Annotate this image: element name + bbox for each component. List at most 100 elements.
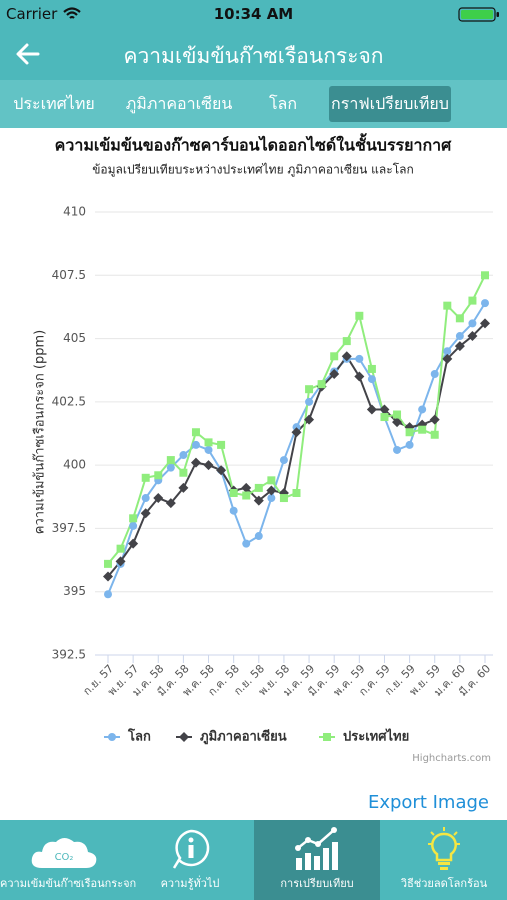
data-point xyxy=(418,405,427,414)
data-point xyxy=(329,369,340,380)
data-point xyxy=(128,538,139,549)
data-point xyxy=(355,354,364,363)
data-point xyxy=(154,471,163,480)
data-point xyxy=(115,556,126,567)
chart-title: ความเข้มข้นของก๊าซคาร์บอนไดออกไซด์ในชั้น… xyxy=(55,133,452,155)
y-axis-title: ความเข้มข้นก๊าซเรือนกระจก (ppm) xyxy=(32,330,48,534)
y-tick-label: 395 xyxy=(63,584,86,598)
tab[interactable]: ภูมิภาคอาเซียน xyxy=(125,94,233,113)
data-point xyxy=(104,559,112,568)
data-point xyxy=(292,488,301,497)
nav-item[interactable]: CO₂ ความเข้มข้นก๊าซเรือนกระจก xyxy=(0,820,136,900)
data-point xyxy=(203,460,214,471)
data-point xyxy=(204,438,213,447)
data-point xyxy=(481,299,489,308)
data-point xyxy=(116,544,125,553)
data-point xyxy=(165,498,176,509)
data-point xyxy=(229,488,238,497)
data-point xyxy=(481,271,489,280)
nav-label: วิธีช่วยลดโลกร้อน xyxy=(400,877,488,890)
data-point xyxy=(304,414,315,425)
data-point xyxy=(279,456,288,465)
data-point xyxy=(178,482,189,493)
tab[interactable]: ประเทศไทย xyxy=(13,94,95,113)
y-tick-label: 400 xyxy=(63,458,86,472)
data-point xyxy=(418,425,427,434)
data-point xyxy=(191,428,200,437)
data-point xyxy=(429,414,440,425)
chart-icon xyxy=(295,827,338,870)
data-point xyxy=(355,311,364,320)
data-point xyxy=(279,494,288,503)
tab-bar: ประเทศไทย ภูมิภาคอาเซียน โลก กราฟเปรียบเ… xyxy=(0,80,507,128)
data-point xyxy=(166,456,175,465)
data-point xyxy=(443,301,452,310)
data-point xyxy=(267,476,276,485)
data-point xyxy=(242,491,251,500)
data-point xyxy=(253,495,264,506)
wifi-icon xyxy=(63,7,81,19)
data-point xyxy=(305,385,314,394)
legend-marker xyxy=(179,732,189,742)
credits: Highcharts.com xyxy=(412,753,491,764)
data-point xyxy=(254,532,263,541)
data-point xyxy=(341,351,352,362)
data-point xyxy=(217,440,226,449)
legend-label: ภูมิภาคอาเซียน xyxy=(200,729,287,745)
nav-item-active[interactable]: การเปรียบเทียบ xyxy=(254,820,380,900)
data-point xyxy=(379,404,390,415)
series-line xyxy=(107,274,486,565)
data-point xyxy=(366,404,377,415)
nav-item[interactable]: วิธีช่วยลดโลกร้อน xyxy=(381,820,507,900)
data-point xyxy=(430,430,439,439)
nav-header: ความเข้มข้นก๊าซเรือนกระจก xyxy=(0,28,507,80)
data-point xyxy=(291,427,302,438)
chart-subtitle: ข้อมูลเปรียบเทียบระหว่างประเทศไทย ภูมิภา… xyxy=(92,163,414,178)
data-point xyxy=(467,331,478,342)
data-point xyxy=(468,296,477,305)
y-tick-label: 392.5 xyxy=(52,648,86,662)
data-point xyxy=(430,370,439,379)
data-point xyxy=(442,353,453,364)
data-point xyxy=(393,410,402,419)
data-point xyxy=(354,371,365,382)
tab-active[interactable]: กราฟเปรียบเทียบ xyxy=(329,86,451,122)
legend-marker xyxy=(323,733,331,741)
data-point xyxy=(405,440,414,449)
data-point xyxy=(216,465,227,476)
data-point xyxy=(468,319,477,328)
status-bar: Carrier 10:34 AM xyxy=(0,0,507,28)
back-button[interactable] xyxy=(14,40,42,68)
data-point xyxy=(179,468,188,477)
data-point xyxy=(141,494,150,503)
data-point xyxy=(380,413,389,422)
data-point xyxy=(392,417,403,428)
nav-label: ความรู้ทั่วไป xyxy=(160,877,220,890)
data-point xyxy=(204,445,213,454)
export-button[interactable]: Export Image xyxy=(367,792,489,813)
battery-icon xyxy=(458,7,499,22)
data-point xyxy=(455,332,464,341)
data-point xyxy=(190,457,201,468)
series-line xyxy=(107,322,486,578)
data-point xyxy=(153,493,164,504)
data-point xyxy=(367,375,376,384)
cloud-text: CO₂ xyxy=(55,852,74,863)
bottom-nav: CO₂ ความเข้มข้นก๊าซเรือนกระจก ความรู้ทั่… xyxy=(0,820,507,900)
data-point xyxy=(254,483,263,492)
data-point xyxy=(166,463,175,472)
carrier: Carrier xyxy=(6,5,58,23)
data-point xyxy=(454,341,465,352)
y-tick-label: 397.5 xyxy=(52,521,86,535)
tab[interactable]: โลก xyxy=(268,94,298,113)
data-point xyxy=(104,590,112,599)
data-point xyxy=(267,494,276,503)
y-tick-label: 405 xyxy=(63,331,86,345)
nav-item[interactable]: ความรู้ทั่วไป xyxy=(127,820,253,900)
data-point xyxy=(393,445,402,454)
legend-label: ประเทศไทย xyxy=(343,728,409,745)
data-point xyxy=(191,440,200,449)
clock: 10:34 AM xyxy=(213,5,294,23)
data-point xyxy=(317,380,326,389)
